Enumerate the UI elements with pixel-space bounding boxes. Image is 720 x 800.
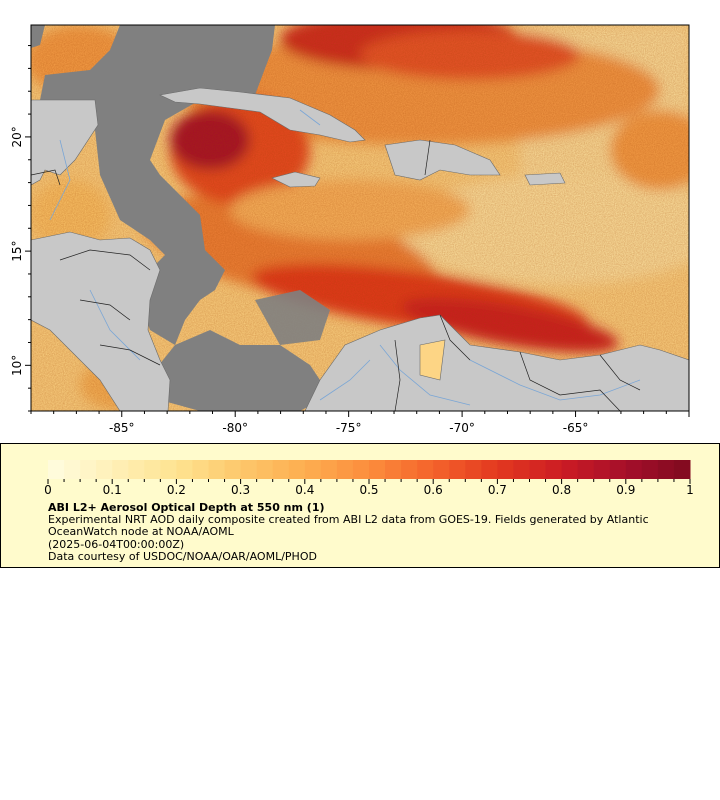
legend-timestamp: (2025-06-04T00:00:00Z) — [48, 538, 185, 551]
colorbar-cell — [208, 460, 226, 479]
colorbar-cell — [144, 460, 161, 479]
lon-tick-label: -70° — [449, 421, 475, 435]
colorbar-cell — [336, 460, 354, 479]
aod-map: -85° -80° -75° -70° -65° 10° 15° 20° — [10, 24, 690, 435]
colorbar-cell — [112, 460, 129, 479]
colorbar-cell — [288, 460, 306, 479]
colorbar-cell — [513, 460, 530, 479]
colorbar-cell — [497, 460, 514, 479]
colorbar-cell — [352, 460, 370, 479]
colorbar-cell — [272, 460, 290, 479]
latitude-axis: 10° 15° 20° — [10, 45, 31, 412]
colorbar-cell — [80, 460, 97, 479]
colorbar-cell — [48, 460, 65, 479]
legend-credit: Data courtesy of USDOC/NOAA/OAR/AOML/PHO… — [48, 550, 317, 563]
colorbar-cell — [657, 460, 675, 479]
colorbar-cell — [256, 460, 274, 479]
lat-tick-label: 20° — [10, 126, 24, 147]
map-canvas — [31, 25, 689, 411]
colorbar-cell — [320, 460, 338, 479]
colorbar-cell — [369, 460, 386, 479]
colorbar-cell — [160, 460, 177, 479]
colorbar-cell — [64, 460, 81, 479]
legend-panel: 0 0.1 0.2 0.3 0.4 0.5 0.6 0.7 0.8 0.9 1 ABI L2+ Ae… — [0, 443, 720, 568]
map-frame — [30, 24, 690, 412]
borders — [31, 139, 641, 411]
colorbar-cell — [449, 460, 466, 479]
colorbar-ticks: 0 0.1 0.2 0.3 0.4 0.5 0.6 0.7 0.8 0.9 1 — [44, 479, 694, 497]
colorbar-cell — [561, 460, 579, 479]
colorbar-cell — [401, 460, 418, 479]
legend-description: Experimental NRT AOD daily composite cre… — [48, 513, 649, 538]
colorbar-cell — [385, 460, 402, 479]
colorbar-cell — [577, 460, 595, 479]
colorbar-tick-label: 0.2 — [167, 483, 186, 497]
colorbar-tick-label: 0.8 — [552, 483, 571, 497]
colorbar: 0 0.1 0.2 0.3 0.4 0.5 0.6 0.7 0.8 0.9 1 — [44, 460, 694, 497]
colorbar-cell — [641, 460, 659, 479]
longitude-axis: -85° -80° -75° -70° -65° — [30, 411, 690, 435]
no-data-region — [31, 25, 330, 411]
colorbar-tick-label: 0.7 — [488, 483, 507, 497]
colorbar-cell — [529, 460, 547, 479]
colorbar-cell — [192, 460, 209, 479]
lon-tick-label: -65° — [563, 421, 589, 435]
colorbar-tick-label: 0 — [44, 483, 52, 497]
colorbar-tick-label: 0.9 — [616, 483, 635, 497]
colorbar-cell — [224, 460, 242, 479]
colorbar-cell — [481, 460, 498, 479]
colorbar-tick-label: 0.6 — [424, 483, 443, 497]
lat-tick-label: 10° — [10, 355, 24, 376]
colorbar-tick-label: 0.5 — [359, 483, 378, 497]
colorbar-cell — [545, 460, 563, 479]
colorbar-tick-label: 0.3 — [231, 483, 250, 497]
land — [31, 87, 689, 411]
lon-tick-label: -80° — [222, 421, 248, 435]
colorbar-cell — [240, 460, 258, 479]
colorbar-cell — [609, 460, 627, 479]
legend-title: ABI L2+ Aerosol Optical Depth at 550 nm … — [48, 501, 325, 514]
colorbar-cell — [625, 460, 643, 479]
colorbar-cell — [304, 460, 322, 479]
colorbar-cell — [433, 460, 450, 479]
lat-tick-label: 15° — [10, 240, 24, 261]
colorbar-cells — [48, 460, 691, 479]
colorbar-cell — [417, 460, 434, 479]
colorbar-cell — [128, 460, 145, 479]
colorbar-cell — [465, 460, 482, 479]
lon-tick-label: -75° — [336, 421, 362, 435]
lon-tick-label: -85° — [109, 421, 135, 435]
colorbar-cell — [96, 460, 113, 479]
colorbar-cell — [593, 460, 611, 479]
colorbar-tick-label: 0.4 — [295, 483, 314, 497]
colorbar-cell — [176, 460, 193, 479]
colorbar-tick-label: 0.1 — [103, 483, 122, 497]
colorbar-tick-label: 1 — [686, 483, 694, 497]
colorbar-cell — [673, 460, 691, 479]
